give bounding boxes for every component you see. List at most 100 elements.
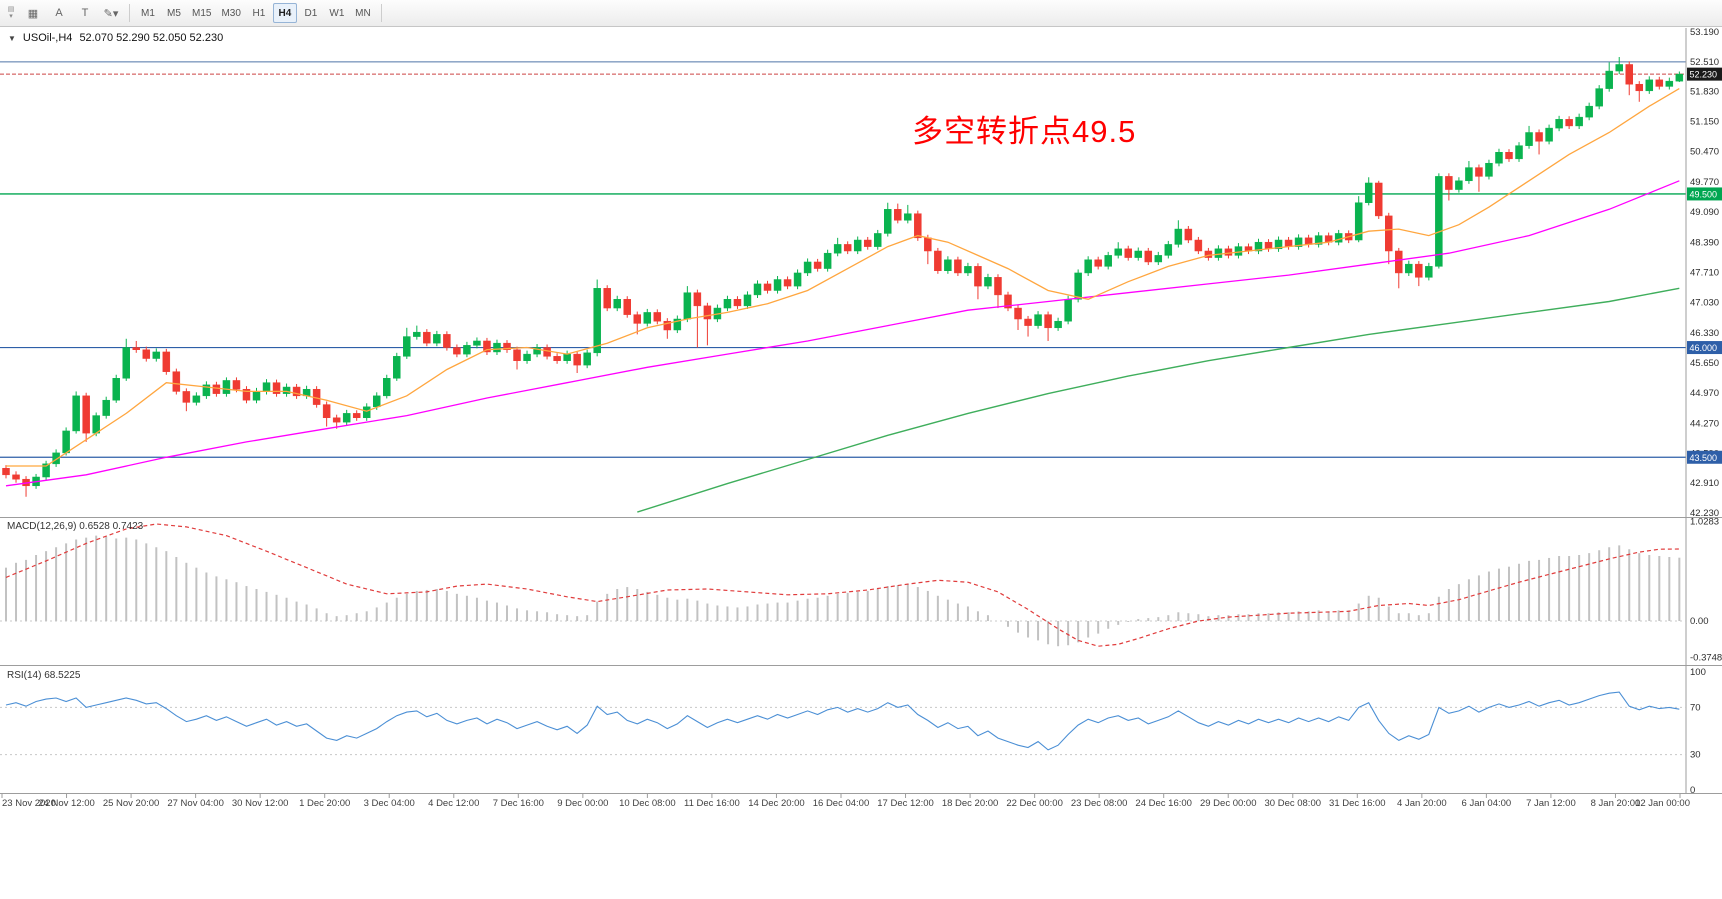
price-axis-label: 45.650 [1690, 358, 1719, 369]
candle-body [1224, 248, 1233, 256]
candle-body [342, 413, 351, 423]
candle-body [483, 340, 491, 353]
candle-body [863, 239, 872, 247]
candle-body [1214, 248, 1223, 258]
timeframe-h1-button[interactable]: H1 [252, 7, 266, 19]
rsi-axis-label: 0 [1690, 785, 1695, 796]
candle-body [1495, 152, 1503, 164]
candle-body [984, 277, 992, 287]
candle-body [553, 356, 561, 361]
timeframe-h4-button[interactable]: H4 [272, 3, 297, 23]
timeframe-m15-button[interactable]: M15 [192, 7, 212, 19]
candle-body [2, 467, 10, 476]
price-axis-label: 49.090 [1690, 207, 1719, 218]
timeframe-m1-button[interactable]: M1 [141, 7, 155, 19]
candle-body [102, 399, 110, 416]
moving-average-fast-line [6, 88, 1680, 467]
candle-body [1304, 237, 1313, 245]
candle-body [944, 259, 952, 271]
candle-body [403, 336, 411, 357]
charts-tile-icon[interactable]: ▦ [27, 7, 39, 20]
candle-body [1264, 241, 1273, 250]
candle-body [372, 395, 381, 408]
candle-body [232, 380, 241, 390]
candle-body [523, 353, 531, 361]
toolbar-separator [129, 4, 130, 22]
candle-body [763, 283, 772, 291]
candle-body [583, 352, 591, 366]
candle-body [833, 244, 842, 254]
candle-body [1385, 215, 1393, 252]
candle-body [1515, 145, 1523, 160]
candle-body [1194, 239, 1203, 252]
candle-body [1284, 239, 1293, 247]
candle-body [803, 261, 812, 274]
candle-body [1034, 314, 1042, 326]
candle-body [1455, 180, 1463, 190]
candle-body [603, 288, 611, 309]
candle-body [1665, 80, 1674, 87]
candle-body [1395, 250, 1403, 274]
candle-body [1024, 318, 1032, 326]
candle-body [1415, 263, 1423, 278]
candle-body [1485, 162, 1493, 177]
time-axis-label: 24 Dec 16:00 [1135, 798, 1192, 809]
timeframe-m5-button[interactable]: M5 [167, 7, 181, 19]
candle-body [934, 250, 942, 271]
chart-grid-icon: ▤ [7, 6, 15, 13]
candle-body [42, 463, 50, 478]
candle-body [1114, 248, 1122, 256]
timeframe-mn-button[interactable]: MN [355, 7, 371, 19]
time-axis-label: 30 Nov 12:00 [232, 798, 289, 809]
time-axis-label: 4 Jan 20:00 [1397, 798, 1447, 809]
candle-body [924, 237, 932, 252]
candle-body [222, 380, 231, 394]
candle-body [964, 266, 972, 274]
candle-body [543, 347, 551, 357]
candle-body [292, 386, 301, 397]
candle-body [1044, 314, 1052, 329]
candle-body [974, 266, 982, 287]
candle-body [593, 288, 601, 354]
cursor-tool-icon[interactable]: A [55, 7, 63, 19]
candle-body [573, 353, 581, 366]
docked-chart-icon[interactable]: ▤ ▾ [3, 1, 19, 25]
candle-body [1184, 228, 1193, 241]
timeframe-m30-button[interactable]: M30 [221, 7, 241, 19]
candle-body [1134, 250, 1143, 258]
candle-body [172, 371, 181, 392]
tools-group: ▦ A T ✎▾ [21, 3, 123, 23]
candle-body [533, 347, 541, 355]
price-axis-badge [1687, 67, 1722, 81]
time-axis-label: 22 Dec 00:00 [1006, 798, 1063, 809]
symbol-dropdown-icon[interactable]: ▼ [8, 33, 16, 43]
candle-body [1435, 176, 1443, 267]
candle-body [1074, 272, 1082, 300]
time-axis-label: 31 Dec 16:00 [1329, 798, 1386, 809]
candle-body [904, 213, 912, 221]
candle-body [1374, 182, 1383, 217]
draw-tools-icon[interactable]: ✎▾ [103, 7, 119, 20]
candle-body [212, 384, 221, 394]
price-axis-label: 50.470 [1690, 146, 1719, 157]
timeframe-w1-button[interactable]: W1 [329, 7, 345, 19]
chart-annotation[interactable]: 多空转折点49.5 [912, 114, 1137, 149]
price-axis-label: 46.330 [1690, 328, 1719, 339]
price-axis-badge [1687, 450, 1722, 464]
timeframe-d1-button[interactable]: D1 [304, 7, 318, 19]
candle-body [643, 312, 652, 324]
candle-body [132, 347, 141, 350]
text-tool-icon[interactable]: T [81, 7, 89, 19]
ohlc-values: 52.070 52.290 52.050 52.230 [79, 32, 224, 44]
candle-body [1094, 259, 1102, 267]
candle-body [1084, 259, 1092, 274]
candle-body [1675, 73, 1684, 82]
candle-body [994, 277, 1002, 296]
candle-body [683, 292, 692, 320]
rsi-line [5, 691, 1680, 751]
candle-body [1334, 233, 1343, 243]
candle-body [513, 349, 521, 361]
time-axis-label: 25 Nov 20:00 [103, 798, 160, 809]
candle-body [623, 299, 631, 315]
